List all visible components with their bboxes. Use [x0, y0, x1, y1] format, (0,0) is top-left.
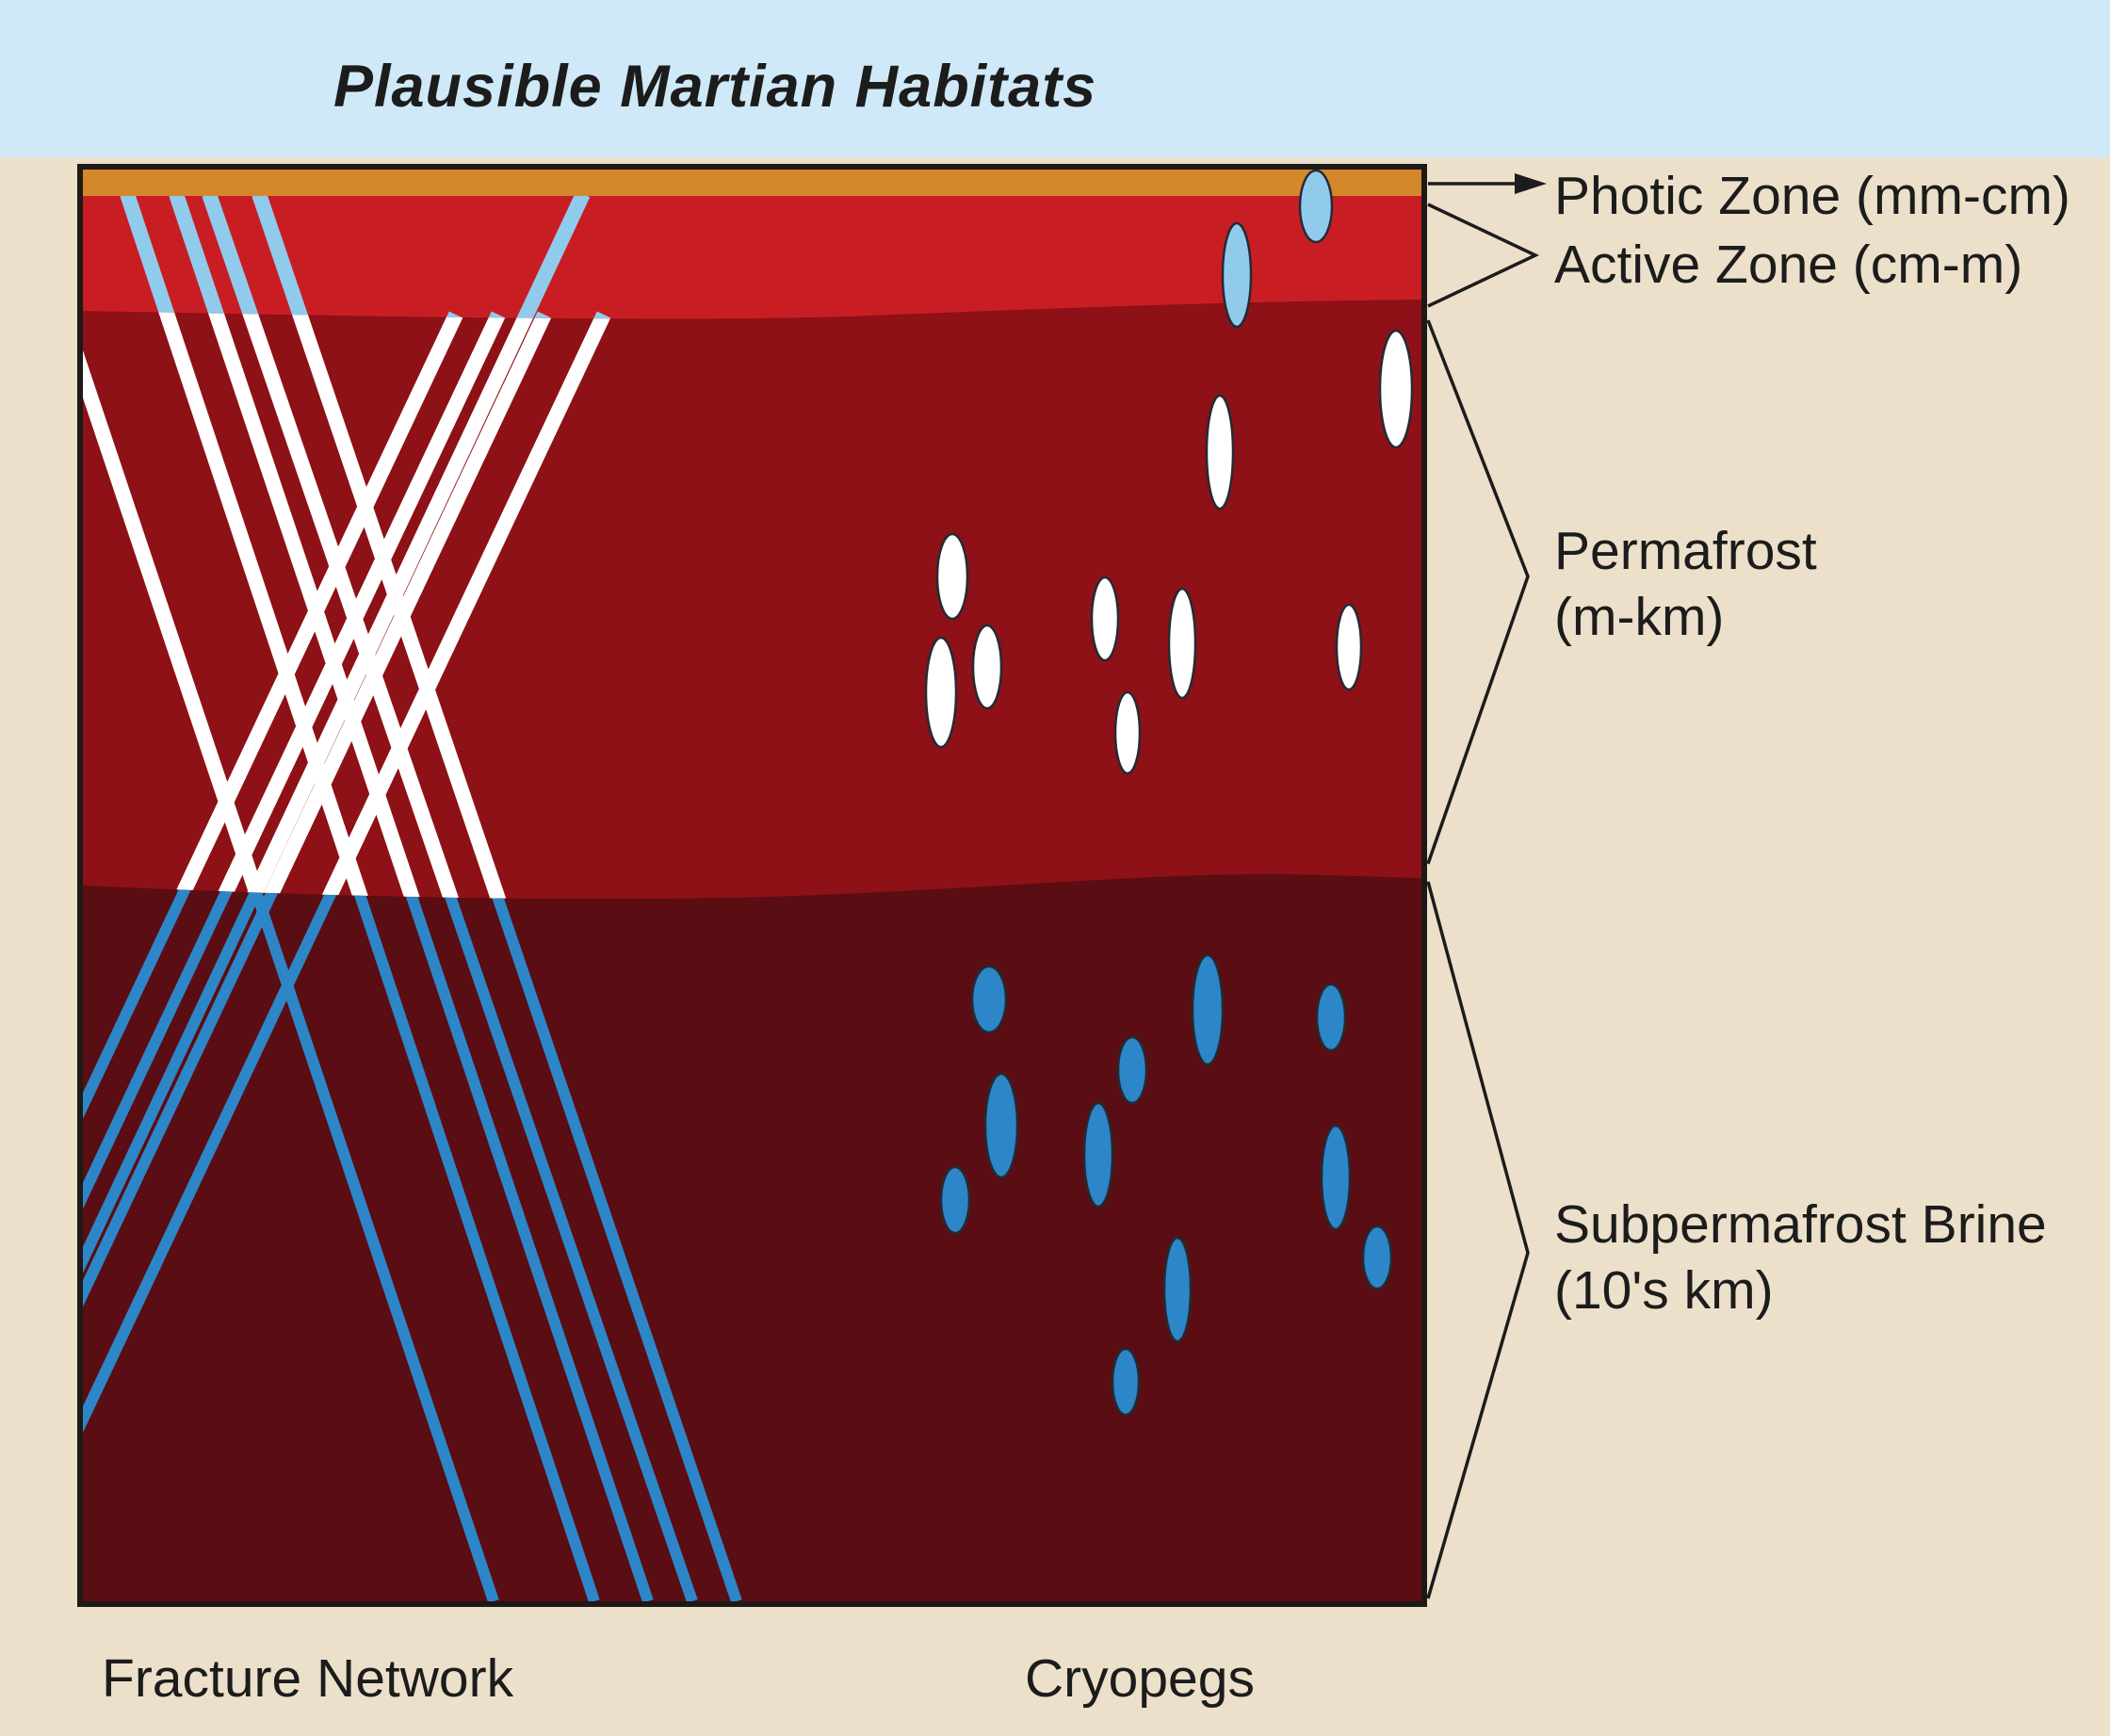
- cryopeg: [1315, 982, 1347, 1052]
- fracture-line-subpermafrost: [80, 874, 589, 1601]
- ice-lens: [1335, 603, 1363, 691]
- cryopeg: [1162, 1236, 1193, 1343]
- cryopeg: [939, 1165, 971, 1235]
- cryopeg: [1116, 1035, 1148, 1105]
- cryopeg: [1361, 1225, 1393, 1290]
- fracture-line-subpermafrost: [80, 874, 462, 1601]
- fracture-line-subpermafrost: [122, 874, 600, 1601]
- ice-lens: [924, 636, 958, 749]
- subpermafrost-bracket: [1426, 881, 1530, 1599]
- page-title: Plausible Martian Habitats: [333, 54, 1097, 120]
- cryopeg: [1082, 1101, 1114, 1209]
- ice-lens: [971, 624, 1003, 710]
- cryopeg: [1191, 953, 1225, 1066]
- fracture-line-permafrost: [252, 300, 744, 900]
- fracture-line-subpermafrost: [203, 874, 698, 1601]
- cryopeg: [1320, 1124, 1352, 1231]
- fracture-line-subpermafrost: [170, 874, 654, 1601]
- fracture-line-subpermafrost: [80, 874, 609, 1601]
- label-subpermafrost-line1: Subpermafrost Brine: [1554, 1194, 2047, 1255]
- fracture-line-subpermafrost: [80, 874, 550, 1601]
- melt-pocket: [1221, 221, 1253, 329]
- ice-lens: [1167, 587, 1197, 700]
- permafrost-bracket: [1426, 319, 1530, 865]
- label-subpermafrost-line2: (10's km): [1554, 1260, 1774, 1321]
- label-fracture-network: Fracture Network: [102, 1648, 514, 1709]
- photic-arrowhead-icon: [1515, 173, 1547, 194]
- ice-lens: [1205, 394, 1235, 511]
- fracture-line-permafrost: [80, 311, 611, 900]
- label-active-zone: Active Zone (cm-m): [1554, 235, 2023, 295]
- fracture-line-permafrost: [80, 311, 463, 900]
- label-photic-zone: Photic Zone (mm-cm): [1554, 166, 2070, 226]
- label-permafrost-line1: Permafrost: [1554, 521, 1817, 581]
- cryopeg: [1111, 1347, 1141, 1417]
- label-permafrost-line2: (m-km): [1554, 587, 1725, 647]
- label-cryopegs: Cryopegs: [1025, 1648, 1255, 1709]
- label-permafrost: Permafrost (m-km): [1554, 518, 1817, 650]
- fracture-line-permafrost: [80, 311, 506, 900]
- title-band: [0, 0, 2110, 157]
- ice-lens: [935, 532, 969, 621]
- active-zone-layer: [80, 196, 1424, 319]
- active-zone-melt-pockets: [1221, 169, 1334, 329]
- cryopeg-ellipses: [939, 953, 1393, 1417]
- ice-lens: [1378, 329, 1414, 449]
- diagram-border: [77, 164, 1427, 1607]
- ice-lens: [1113, 690, 1142, 775]
- photic-zone-band: [82, 169, 1422, 196]
- ice-lens: [1090, 576, 1120, 662]
- cryopeg: [983, 1072, 1019, 1179]
- active-zone-bracket: [1427, 203, 1540, 308]
- fracture-line-permafrost: [80, 311, 552, 900]
- ice-lens-ellipses: [924, 329, 1414, 775]
- fracture-line-subpermafrost: [80, 874, 504, 1601]
- cryopeg: [970, 965, 1008, 1034]
- melt-pocket: [1298, 169, 1334, 244]
- label-subpermafrost: Subpermafrost Brine (10's km): [1554, 1192, 2047, 1323]
